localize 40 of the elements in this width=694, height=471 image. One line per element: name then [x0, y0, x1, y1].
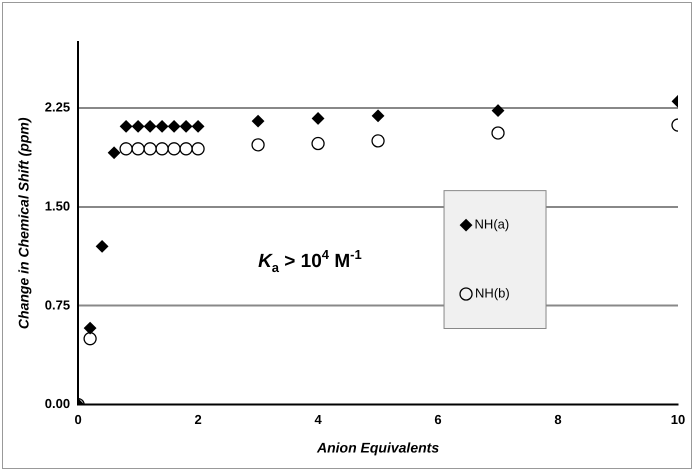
point	[191, 142, 205, 156]
point	[167, 142, 181, 156]
point	[144, 120, 156, 133]
y-tick-label: 2.25	[44, 100, 70, 115]
point	[312, 112, 324, 125]
point	[132, 120, 144, 133]
x-axis-title: Anion Equivalents	[316, 439, 440, 456]
point	[372, 110, 384, 122]
point	[156, 120, 168, 133]
x-tick-label: 2	[194, 412, 202, 427]
point	[371, 134, 385, 148]
point	[96, 240, 108, 253]
point	[180, 120, 192, 133]
y-tick-label: 0.75	[44, 297, 70, 312]
point	[168, 120, 180, 133]
point	[251, 138, 265, 152]
point	[155, 142, 169, 156]
point	[83, 332, 97, 346]
legend-label: NH(a)	[474, 216, 510, 232]
x-tick-label: 10	[670, 412, 686, 427]
x-tick-label: 0	[74, 412, 82, 427]
point	[84, 322, 96, 334]
point	[252, 114, 264, 128]
y-tick-label: 1.50	[44, 198, 70, 214]
y-axis-title: Change in Chemical Shift (ppm)	[15, 117, 32, 330]
point	[179, 142, 193, 156]
point	[311, 136, 325, 150]
point	[108, 146, 120, 159]
point	[192, 120, 204, 133]
point	[119, 142, 133, 156]
point	[131, 142, 145, 156]
point	[492, 104, 504, 117]
x-tick-label: 4	[314, 412, 322, 427]
x-tick-label: 6	[434, 412, 442, 427]
legend-label: NH(b)	[475, 286, 510, 301]
point	[143, 142, 157, 156]
y-tick-label: 0.00	[44, 396, 70, 412]
point	[120, 120, 132, 133]
point	[491, 126, 505, 140]
x-tick-label: 8	[554, 412, 562, 427]
